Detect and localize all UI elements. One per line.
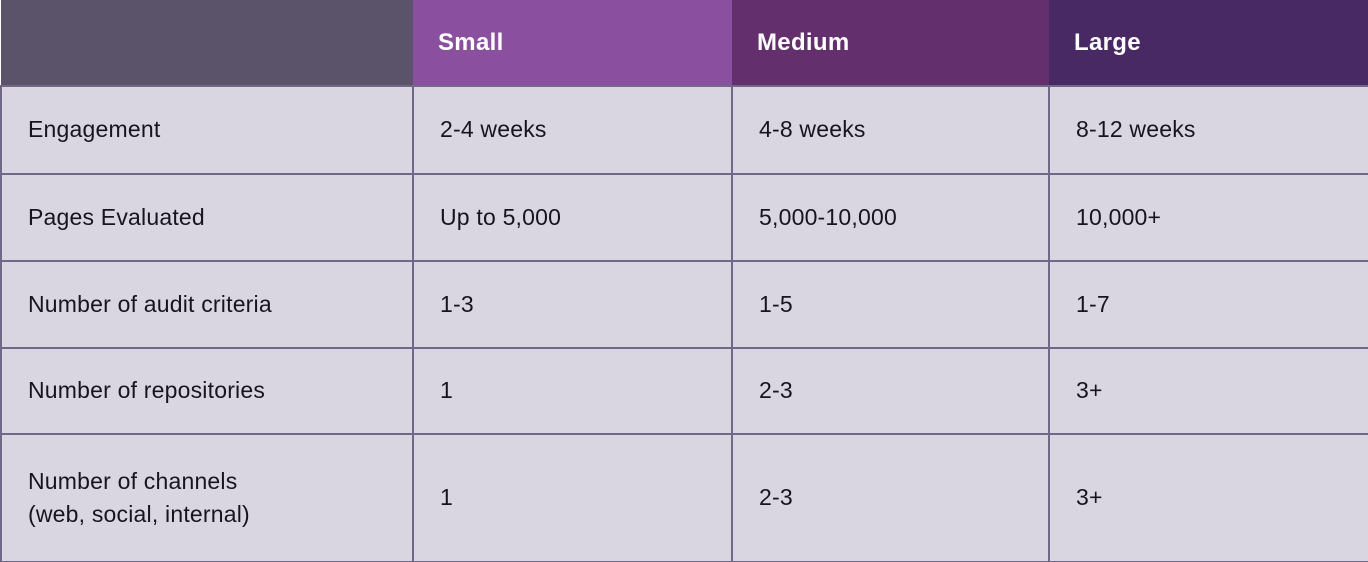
- header-row: Small Medium Large: [1, 0, 1368, 86]
- cell-channels-large: 3+: [1048, 433, 1368, 562]
- table-row-pages-evaluated: Pages Evaluated Up to 5,000 5,000-10,000…: [0, 173, 1368, 262]
- cell-criteria-small: 1-3: [412, 260, 733, 349]
- column-header-small: Small: [413, 0, 732, 86]
- table-row-engagement: Engagement 2-4 weeks 4-8 weeks 8-12 week…: [0, 85, 1368, 175]
- cell-channels-small: 1: [412, 433, 733, 562]
- row-label-pages-evaluated: Pages Evaluated: [0, 173, 414, 262]
- table-row-audit-criteria: Number of audit criteria 1-3 1-5 1-7: [0, 260, 1368, 349]
- cell-engagement-large: 8-12 weeks: [1048, 85, 1368, 175]
- cell-repositories-large: 3+: [1048, 347, 1368, 435]
- column-header-medium: Medium: [732, 0, 1049, 86]
- cell-channels-medium: 2-3: [731, 433, 1050, 562]
- cell-pages-large: 10,000+: [1048, 173, 1368, 262]
- cell-repositories-small: 1: [412, 347, 733, 435]
- cell-repositories-medium: 2-3: [731, 347, 1050, 435]
- table-row-channels: Number of channels (web, social, interna…: [0, 433, 1368, 562]
- table-row-repositories: Number of repositories 1 2-3 3+: [0, 347, 1368, 435]
- cell-engagement-medium: 4-8 weeks: [731, 85, 1050, 175]
- cell-criteria-large: 1-7: [1048, 260, 1368, 349]
- header-corner-cell: [1, 0, 413, 86]
- cell-criteria-medium: 1-5: [731, 260, 1050, 349]
- cell-engagement-small: 2-4 weeks: [412, 85, 733, 175]
- column-header-large: Large: [1049, 0, 1368, 86]
- cell-pages-small: Up to 5,000: [412, 173, 733, 262]
- cell-pages-medium: 5,000-10,000: [731, 173, 1050, 262]
- row-label-engagement: Engagement: [0, 85, 414, 175]
- row-label-repositories: Number of repositories: [0, 347, 414, 435]
- row-label-channels: Number of channels (web, social, interna…: [0, 433, 414, 562]
- row-label-audit-criteria: Number of audit criteria: [0, 260, 414, 349]
